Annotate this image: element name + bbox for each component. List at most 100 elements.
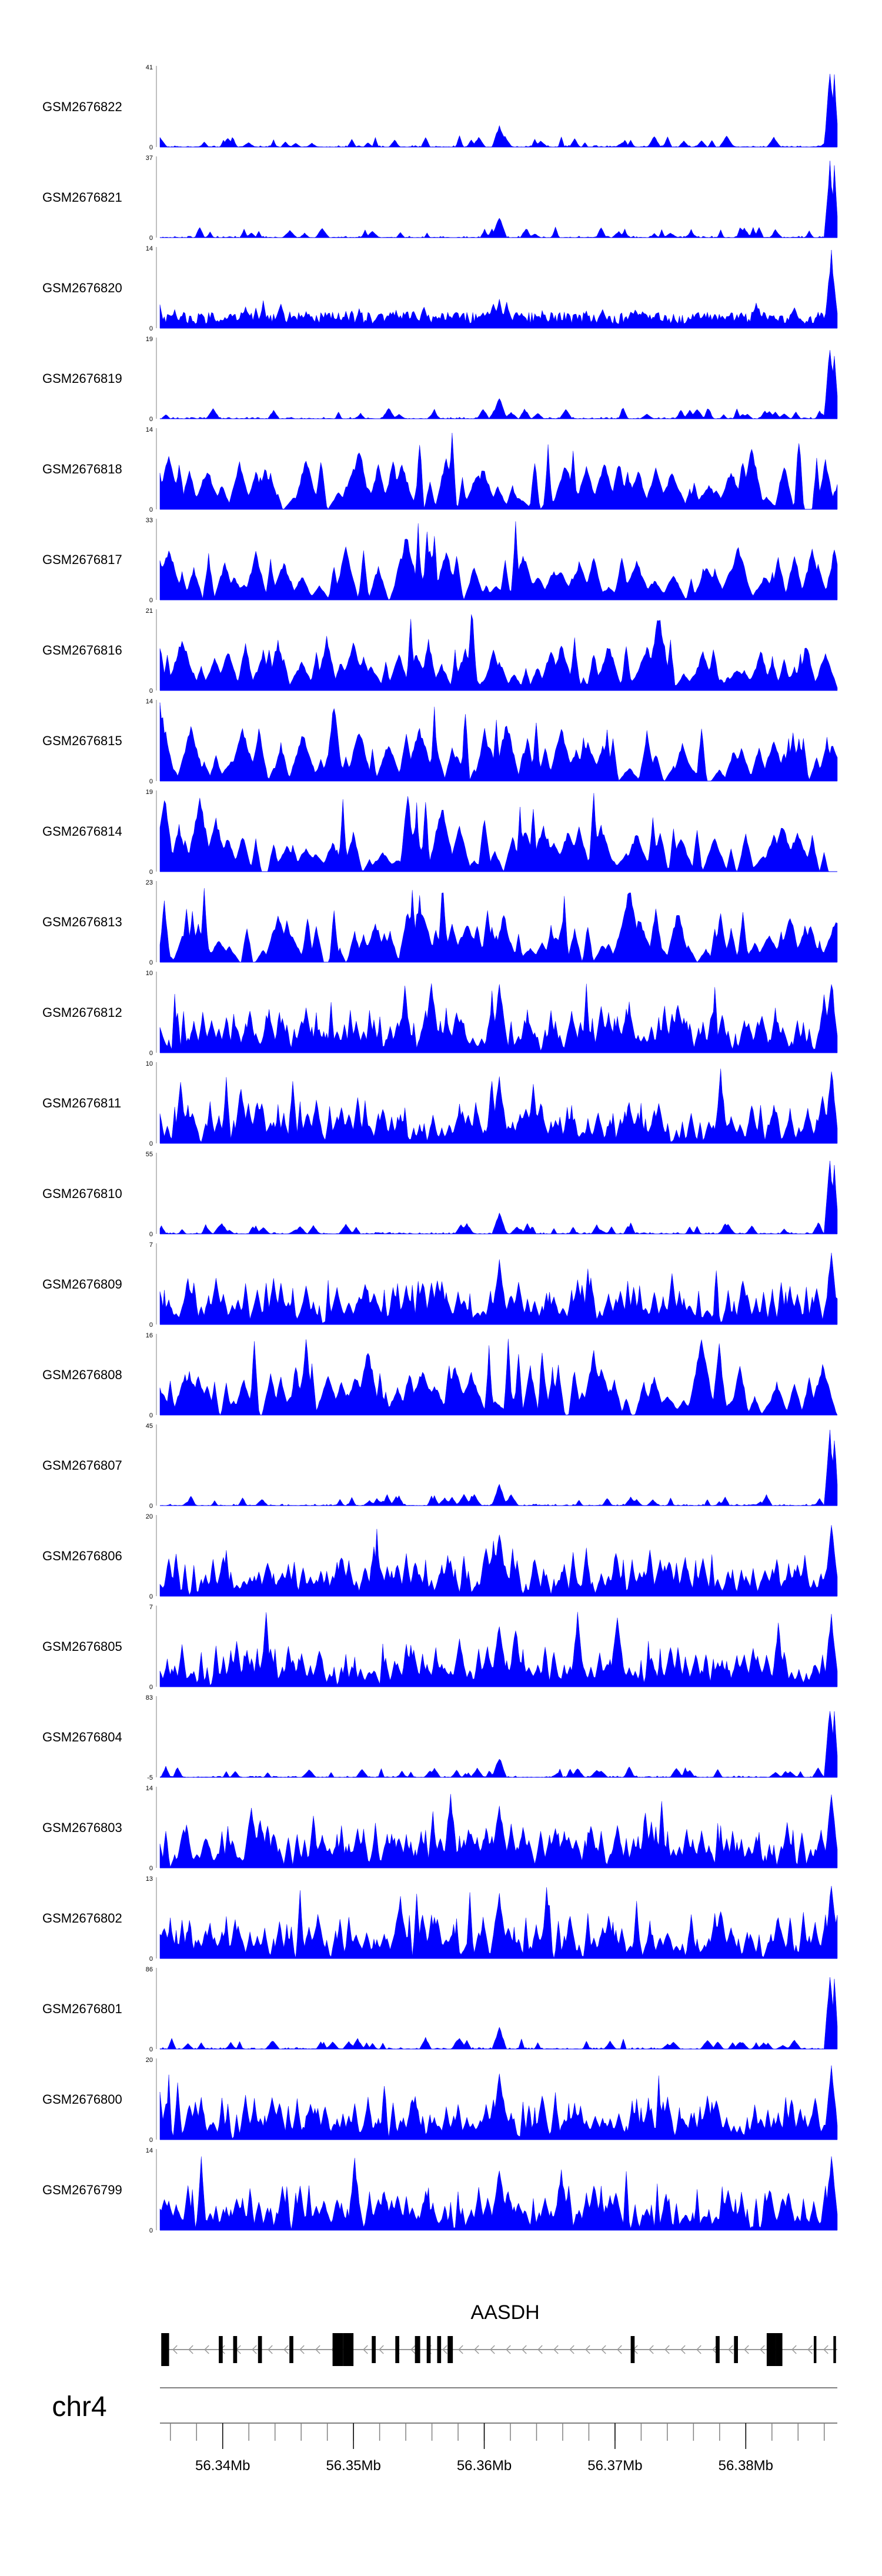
track-ymin-label: 0	[149, 1140, 153, 1147]
track-label: GSM2676815	[42, 733, 122, 748]
signal-area	[159, 1339, 838, 1416]
strand-arrow	[252, 2345, 257, 2354]
track-label: GSM2676805	[42, 1639, 122, 1654]
signal-area	[159, 1069, 838, 1144]
track-GSM2676812: GSM2676812 10 0	[42, 970, 838, 1057]
exon-block	[776, 2333, 783, 2366]
track-GSM2676814: GSM2676814 19 0	[42, 789, 837, 876]
track-GSM2676805: GSM2676805 7 0	[42, 1604, 838, 1691]
signal-area	[159, 2065, 838, 2140]
strand-arrow	[442, 2345, 447, 2354]
exon-block	[437, 2336, 442, 2363]
track-GSM2676822: GSM2676822 41 0	[42, 64, 838, 151]
strand-arrow	[204, 2345, 209, 2354]
strand-arrow	[601, 2345, 606, 2354]
track-ymin-label: 0	[149, 2046, 153, 2053]
track-label: GSM2676814	[42, 824, 122, 839]
track-GSM2676799: GSM2676799 14 0	[42, 2147, 838, 2234]
strand-arrow	[299, 2345, 305, 2354]
track-ymax-label: 7	[149, 1604, 153, 1611]
track-GSM2676800: GSM2676800 20 0	[42, 2057, 838, 2144]
track-GSM2676811: GSM2676811 10 0	[42, 1060, 838, 1147]
track-ymax-label: 14	[146, 245, 153, 252]
signal-area	[159, 161, 838, 238]
strand-arrow	[807, 2345, 813, 2354]
signal-area	[159, 614, 838, 691]
track-GSM2676810: GSM2676810 55 0	[42, 1151, 838, 1238]
track-label: GSM2676817	[42, 552, 122, 567]
track-ymax-label: 20	[146, 1513, 153, 1520]
track-ymin-label: 0	[149, 1231, 153, 1238]
signal-area	[159, 793, 837, 872]
track-ymin-label: 0	[149, 144, 153, 151]
track-label: GSM2676820	[42, 281, 122, 295]
strand-arrow	[379, 2345, 384, 2354]
track-ymax-label: 20	[146, 2057, 153, 2064]
signal-area	[159, 249, 838, 329]
track-label: GSM2676801	[42, 2001, 122, 2016]
track-label: GSM2676802	[42, 1911, 122, 1926]
chromosome-label: chr4	[52, 2391, 106, 2422]
track-ymax-label: 19	[146, 789, 153, 796]
signal-area	[159, 1794, 838, 1868]
track-GSM2676819: GSM2676819 19 0	[42, 336, 838, 423]
track-label: GSM2676810	[42, 1186, 122, 1201]
signal-area	[159, 983, 838, 1053]
x-tick-label: 56.38Mb	[719, 2458, 773, 2474]
track-GSM2676821: GSM2676821 37 0	[42, 155, 838, 242]
signal-area	[159, 1430, 838, 1506]
strand-arrow	[728, 2345, 733, 2354]
track-GSM2676801: GSM2676801 86 0	[42, 1966, 838, 2053]
exon-block	[716, 2336, 720, 2363]
strand-arrow	[410, 2345, 416, 2354]
track-label: GSM2676809	[42, 1277, 122, 1292]
track-GSM2676806: GSM2676806 20 0	[42, 1513, 838, 1600]
track-ymin-label: 0	[149, 959, 153, 966]
signal-area	[159, 74, 838, 148]
track-ymin-label: 0	[149, 506, 153, 513]
track-ymax-label: 16	[146, 1332, 153, 1339]
track-ymax-label: 21	[146, 608, 153, 615]
track-ymin-label: 0	[149, 1503, 153, 1510]
track-label: GSM2676808	[42, 1367, 122, 1382]
exon-block	[161, 2333, 169, 2366]
strand-arrow	[744, 2345, 749, 2354]
signal-area	[159, 1160, 838, 1234]
signal-area	[159, 1611, 838, 1687]
track-ymax-label: 7	[149, 1242, 153, 1249]
track-ymin-label: 0	[149, 1593, 153, 1600]
signal-area	[159, 1253, 838, 1325]
x-tick-label: 56.37Mb	[587, 2458, 642, 2474]
signal-area	[159, 433, 838, 510]
track-ymin-label: 0	[149, 2137, 153, 2144]
track-label: GSM2676813	[42, 915, 122, 929]
track-ymax-label: 83	[146, 1694, 153, 1701]
signal-area	[159, 888, 838, 963]
exon-block	[426, 2336, 431, 2363]
track-ymax-label: 37	[146, 155, 153, 162]
track-ymax-label: 55	[146, 1151, 153, 1158]
track-label: GSM2676806	[42, 1549, 122, 1563]
strand-arrow	[553, 2345, 559, 2354]
track-ymin-label: -5	[147, 1774, 153, 1781]
track-ymin-label: 0	[149, 325, 153, 332]
exon-block	[343, 2333, 354, 2366]
track-label: GSM2676818	[42, 462, 122, 476]
strand-arrow	[458, 2345, 463, 2354]
track-label: GSM2676819	[42, 371, 122, 386]
strand-arrow	[569, 2345, 574, 2354]
track-ymin-label: 0	[149, 1412, 153, 1419]
exon-block	[766, 2333, 776, 2366]
track-ymin-label: 0	[149, 688, 153, 695]
gene-model-track: AASDH	[161, 2301, 837, 2366]
exon-block	[332, 2333, 343, 2366]
track-ymax-label: 14	[146, 426, 153, 433]
exon-block	[813, 2336, 817, 2363]
signal-area	[159, 1525, 838, 1597]
signal-area	[159, 350, 838, 419]
strand-arrow	[490, 2345, 495, 2354]
track-ymin-label: 0	[149, 778, 153, 785]
track-ymin-label: 0	[149, 2227, 153, 2234]
track-GSM2676818: GSM2676818 14 0	[42, 426, 838, 513]
